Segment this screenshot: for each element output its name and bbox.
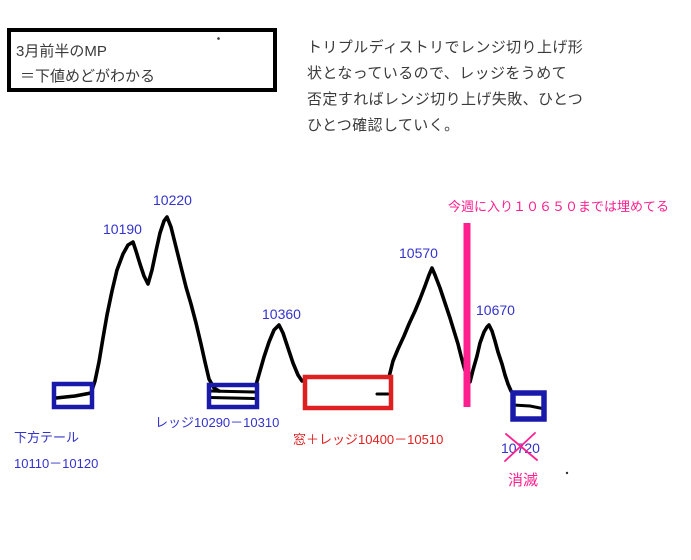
ledge-line-10290-top xyxy=(208,389,256,394)
peak-label-10570: 10570 xyxy=(399,245,438,261)
peak-label-10670: 10670 xyxy=(476,302,515,318)
ledge-line-10290-bottom xyxy=(208,396,256,400)
mp-note-line1: 3月前半のMP xyxy=(16,43,107,60)
peak-label-10190: 10190 xyxy=(103,221,142,237)
commentary-line: トリプルディストリでレンジ切り上げ形 xyxy=(307,39,584,56)
ledge-range-label: レッジ10290－10310 xyxy=(155,415,280,430)
vanished-label: 消滅 xyxy=(508,472,539,489)
commentary-line: 状となっているので、レッジをうめて xyxy=(307,65,568,82)
stray-dot xyxy=(565,471,569,475)
commentary-line: 否定すればレンジ切り上げ失敗、ひとつ xyxy=(307,91,584,108)
gap-box-10400 xyxy=(302,374,394,411)
vanished-level-label: 10720 xyxy=(501,440,540,456)
peak-label-10360: 10360 xyxy=(262,306,301,322)
lower-tail-range: 10110－10120 xyxy=(14,456,99,471)
support-box-10720 xyxy=(510,390,547,422)
peak-label-10220: 10220 xyxy=(153,192,192,208)
ledge-line-10110 xyxy=(54,391,93,400)
support-box-10110 xyxy=(51,381,95,410)
lower-tail-title: 下方テール xyxy=(14,430,80,445)
commentary-line: ひとつ確認していく。 xyxy=(307,117,460,134)
ledge-box-10290 xyxy=(206,382,260,410)
window-ledge-range-label: 窓＋レッジ10400－10510 xyxy=(293,432,444,447)
ledge-line-10720 xyxy=(511,403,547,411)
this-week-note: 今週に入り１０６５０までは埋めてる xyxy=(448,199,670,214)
mp-note-line2: ＝下値めどがわかる xyxy=(20,68,156,85)
mp-note-box: 3月前半のMP ＝下値めどがわかる xyxy=(7,28,277,92)
